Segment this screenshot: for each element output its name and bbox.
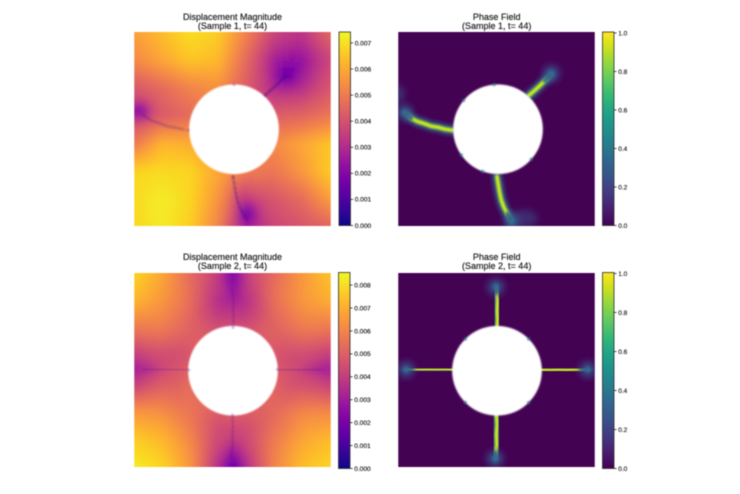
svg-text:0.003: 0.003: [355, 145, 372, 152]
svg-text:0.008: 0.008: [354, 282, 371, 289]
svg-text:0.8: 0.8: [618, 69, 627, 76]
svg-text:0.003: 0.003: [354, 397, 371, 404]
svg-text:0.005: 0.005: [354, 351, 371, 358]
svg-text:0.004: 0.004: [355, 118, 372, 125]
svg-text:1.0: 1.0: [618, 30, 627, 37]
svg-text:0.6: 0.6: [618, 349, 627, 356]
svg-text:0.005: 0.005: [355, 92, 372, 99]
svg-text:0.0: 0.0: [618, 466, 627, 473]
svg-text:0.0: 0.0: [618, 223, 627, 230]
svg-text:0.4: 0.4: [618, 388, 627, 395]
svg-text:0.002: 0.002: [355, 171, 372, 178]
svg-text:0.000: 0.000: [355, 223, 372, 230]
svg-text:0.004: 0.004: [354, 374, 371, 381]
svg-text:0.2: 0.2: [618, 427, 627, 434]
svg-text:0.002: 0.002: [354, 420, 371, 427]
svg-text:0.001: 0.001: [354, 443, 371, 450]
svg-text:0.006: 0.006: [355, 66, 372, 73]
svg-text:0.001: 0.001: [355, 197, 372, 204]
svg-text:0.8: 0.8: [618, 310, 627, 317]
svg-text:0.6: 0.6: [618, 107, 627, 114]
svg-text:1.0: 1.0: [618, 271, 627, 278]
svg-text:0.007: 0.007: [355, 40, 372, 47]
svg-text:0.2: 0.2: [618, 184, 627, 191]
svg-text:0.000: 0.000: [354, 466, 371, 473]
svg-text:0.4: 0.4: [618, 146, 627, 153]
svg-text:0.006: 0.006: [354, 328, 371, 335]
svg-text:0.007: 0.007: [354, 305, 371, 312]
